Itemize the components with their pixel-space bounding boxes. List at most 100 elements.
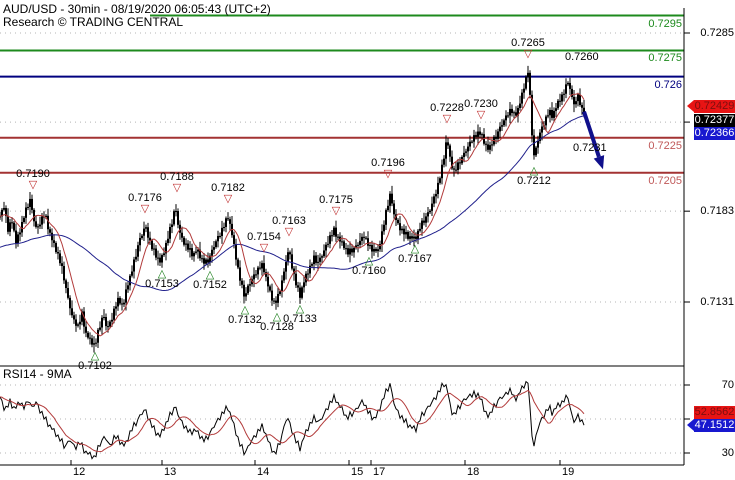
- annotation-support-marker: △ 0.7160: [337, 256, 401, 277]
- level-label: 0.7295: [648, 17, 682, 30]
- triangle-down-icon: ▽: [172, 182, 182, 195]
- rsi-tick-label: 70: [721, 379, 734, 391]
- triangle-up-icon: △: [157, 267, 167, 280]
- annotation-support-marker: △ 0.7167: [383, 244, 447, 265]
- annotation-text: 0.7231: [573, 142, 607, 154]
- triangle-up-icon: △: [295, 302, 305, 315]
- annotation-resistance-marker: 0.7230 ▽: [449, 98, 513, 122]
- annotation-resistance-marker: 0.7182 ▽: [196, 182, 260, 205]
- annotation-price-label: 0.7163: [272, 215, 306, 228]
- price-tick-label: 0.7285: [700, 27, 734, 39]
- annotation-support-marker: △ 0.7102: [63, 349, 127, 372]
- triangle-up-icon: △: [410, 243, 420, 256]
- axes: [0, 8, 690, 466]
- triangle-down-icon: ▽: [476, 109, 486, 122]
- annotation-price-label: 0.7133: [283, 312, 317, 325]
- annotation-resistance-marker: 0.7175 ▽: [304, 194, 368, 218]
- annotation-price-label: 0.7160: [352, 265, 386, 278]
- candlesticks: [0, 65, 585, 353]
- x-tick-label: 13: [164, 466, 177, 478]
- annotation-resistance-marker: 0.7265 ▽: [496, 36, 560, 60]
- x-tick-label: 12: [73, 466, 86, 478]
- annotation-price-label: 0.7175: [319, 194, 353, 207]
- annotation-price-label: 0.7190: [16, 167, 50, 180]
- annotation-price-label: 0.7265: [511, 36, 545, 49]
- annotation-price-label: 0.7176: [128, 192, 162, 205]
- annotation-price-label: 0.7128: [260, 321, 294, 334]
- level-label: 0.7275: [648, 52, 682, 65]
- annotation-resistance-marker: 0.7188 ▽: [145, 171, 209, 195]
- ma-slow-line: [0, 115, 585, 292]
- last-price-value: 0.72377: [694, 114, 735, 126]
- annotation-support-marker: △ 0.7128: [245, 312, 309, 333]
- annotation-resistance-marker: 0.7190 ▽: [1, 167, 65, 191]
- indicator-label: RSI14 - 9MA: [3, 367, 72, 381]
- triangle-down-icon: ▽: [523, 47, 533, 60]
- triangle-up-icon: △: [272, 311, 282, 324]
- annotation-high-label: 0.7260: [565, 50, 599, 63]
- price-tick-label: 0.7183: [700, 205, 734, 218]
- forecast-arrow: [582, 110, 605, 170]
- resistance-price-value: 0.72429: [694, 100, 735, 112]
- annotation-resistance-marker: 0.7228 ▽: [415, 101, 479, 125]
- annotation-price-label: 0.7154: [247, 230, 281, 243]
- rsi-ma-line: [0, 389, 585, 453]
- level-lines: [0, 14, 684, 174]
- triangle-down-icon: ▽: [28, 178, 38, 191]
- annotation-support-marker: △ 0.7132: [213, 305, 277, 326]
- annotation-support-marker: △ 0.7212: [502, 165, 566, 187]
- triangle-down-icon: ▽: [442, 112, 452, 125]
- annotation-price-label: 0.7228: [430, 101, 464, 114]
- rsi-tick-label: 30: [721, 447, 734, 459]
- annotation-price-label: 0.7153: [145, 277, 179, 290]
- triangle-up-icon: △: [364, 255, 374, 268]
- x-tick-label: 14: [257, 466, 270, 478]
- annotation-resistance-marker: 0.7176 ▽: [113, 192, 177, 216]
- annotation-resistance-marker: 0.7196 ▽: [356, 157, 420, 181]
- annotation-price-label: 0.7102: [78, 359, 112, 372]
- triangle-up-icon: △: [90, 349, 100, 362]
- triangle-down-icon: ▽: [223, 192, 233, 205]
- x-tick-label: 18: [467, 466, 480, 478]
- x-tick-label: 15: [351, 466, 364, 478]
- ma-fast-line: [0, 92, 585, 337]
- level-label: 0.726: [654, 78, 682, 91]
- triangle-down-icon: ▽: [259, 241, 269, 254]
- level-label: 0.7205: [648, 174, 682, 187]
- support-price-badge: 0.72366: [694, 127, 735, 140]
- support-price-value: 0.72366: [694, 127, 735, 139]
- badge-arrow-icon: [687, 419, 694, 431]
- triangle-down-icon: ▽: [383, 168, 393, 181]
- annotation-price-label: 0.7188: [160, 171, 194, 184]
- badge-arrow-icon: [687, 100, 694, 112]
- rsi-value: 47.1512: [694, 419, 735, 431]
- triangle-down-icon: ▽: [284, 226, 294, 239]
- annotation-support-marker: △ 0.7133: [268, 302, 332, 325]
- triangle-down-icon: ▽: [140, 203, 150, 216]
- annotation-price-label: 0.7132: [228, 314, 262, 327]
- annotation-price-label: 0.7152: [193, 279, 227, 292]
- gridlines: [0, 32, 684, 454]
- rsi-value-badge: 47.1512: [687, 419, 735, 432]
- rsi-ma-badge: 52.8562: [694, 406, 735, 419]
- rsi-line: [0, 380, 585, 460]
- triangle-up-icon: △: [205, 269, 215, 282]
- triangle-down-icon: ▽: [331, 205, 341, 218]
- annotation-price-label: 0.7212: [517, 174, 551, 187]
- annotation-resistance-marker: 0.7163 ▽: [257, 215, 321, 239]
- x-tick-label: 19: [562, 466, 575, 478]
- annotation-price-label: 0.7167: [398, 253, 432, 266]
- annotation-price-label: 0.7230: [464, 98, 498, 111]
- chart-watermark: Research © TRADING CENTRAL: [3, 15, 183, 29]
- rsi-ma-value: 52.8562: [694, 406, 735, 418]
- triangle-up-icon: △: [240, 304, 250, 317]
- annotation-resistance-marker: 0.7154 ▽: [232, 230, 296, 254]
- last-price-badge: 0.72377: [694, 114, 735, 127]
- resistance-price-badge: 0.72429: [687, 100, 735, 113]
- price-tick-label: 0.7131: [700, 296, 734, 308]
- annotation-price-label: 0.7196: [371, 157, 405, 170]
- level-label: 0.7225: [648, 139, 682, 152]
- annotation-support-marker: △ 0.7152: [178, 270, 242, 291]
